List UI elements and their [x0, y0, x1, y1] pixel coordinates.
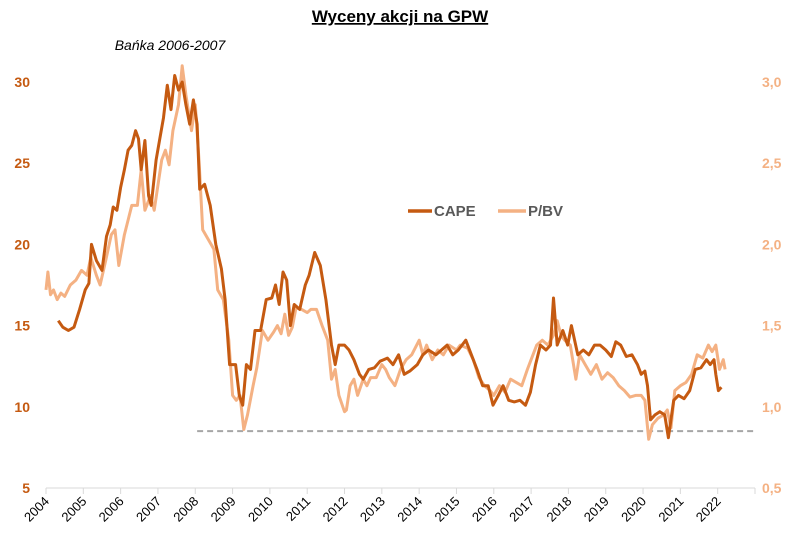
x-tick-label: 2012 [320, 494, 351, 525]
x-tick-label: 2006 [96, 494, 127, 525]
x-tick-label: 2018 [543, 494, 574, 525]
x-tick-label: 2020 [618, 494, 649, 525]
y-right-tick-label: 1,0 [762, 399, 782, 415]
x-tick-label: 2004 [21, 494, 52, 525]
y-right-tick-label: 3,0 [762, 74, 782, 90]
y-left-tick-label: 25 [14, 155, 30, 171]
x-tick-label: 2019 [581, 494, 612, 525]
x-tick-label: 2015 [432, 494, 463, 525]
y-right-tick-label: 2,0 [762, 236, 782, 252]
x-tick-label: 2008 [170, 494, 201, 525]
x-tick-label: 2017 [506, 494, 537, 525]
bubble-annotation: Bańka 2006-2007 [115, 37, 227, 53]
series-line-cape [57, 74, 723, 440]
y-left-tick-label: 30 [14, 74, 30, 90]
y-left-tick-label: 15 [14, 318, 30, 334]
legend: CAPE P/BV [408, 203, 563, 220]
x-tick-label: 2016 [469, 494, 500, 525]
legend-label-pbv: P/BV [528, 203, 563, 220]
x-tick-label: 2022 [693, 494, 724, 525]
x-tick-label: 2010 [245, 494, 276, 525]
x-tick-label: 2009 [208, 494, 239, 525]
x-tick-label: 2005 [58, 494, 89, 525]
y-right-tick-label: 0,5 [762, 480, 782, 496]
y-left-tick-label: 20 [14, 236, 30, 252]
chart-title: Wyceny akcji na GPW [312, 7, 489, 26]
y-right-tick-label: 2,5 [762, 155, 782, 171]
x-tick-label: 2013 [357, 494, 388, 525]
x-tick-label: 2021 [655, 494, 686, 525]
series-line-pbv [44, 64, 727, 441]
x-tick-label: 2011 [283, 494, 313, 524]
legend-label-cape: CAPE [434, 203, 476, 220]
x-tick-label: 2014 [394, 494, 425, 525]
x-tick-label: 2007 [133, 494, 164, 525]
y-right-tick-label: 1,5 [762, 318, 782, 334]
y-left-tick-label: 10 [14, 399, 30, 415]
y-left-tick-label: 5 [22, 480, 30, 496]
